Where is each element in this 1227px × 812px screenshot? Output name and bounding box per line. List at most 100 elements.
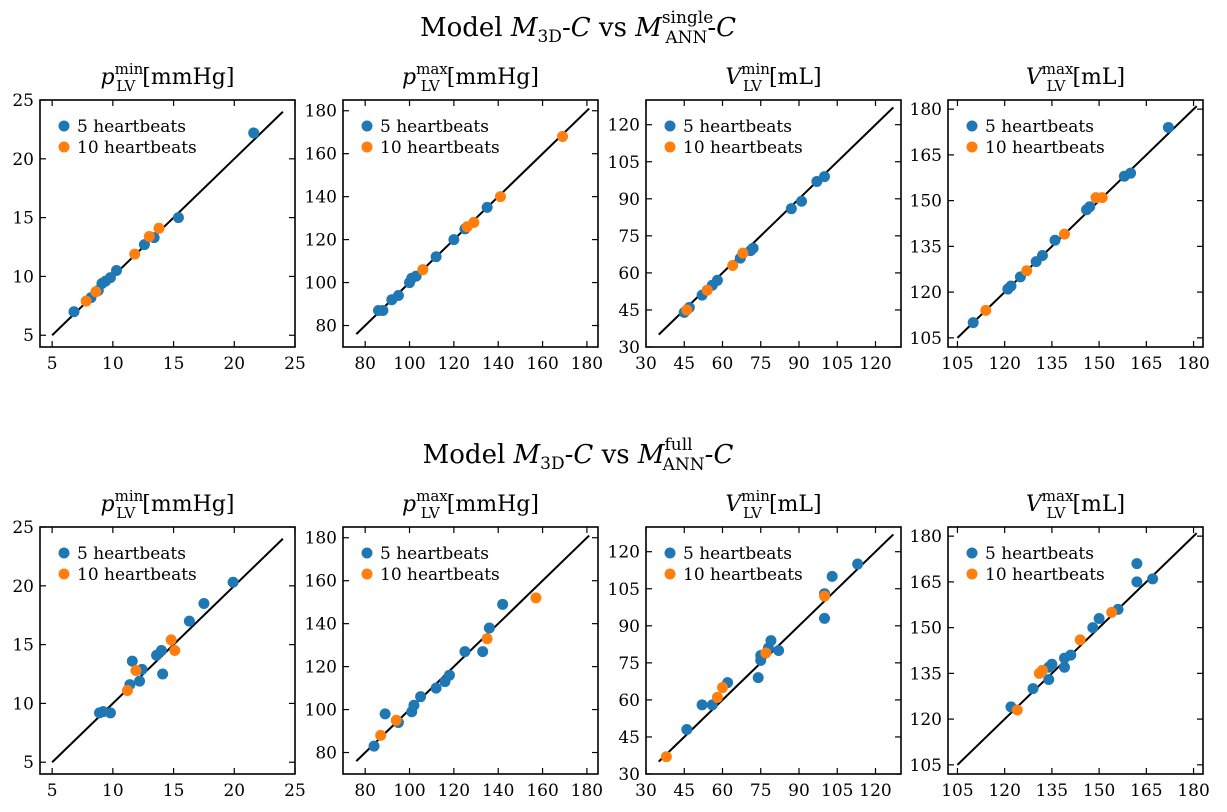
x-tick-label: 20 <box>223 781 245 801</box>
legend-label: 5 heartbeats <box>683 117 792 137</box>
x-tick-label: 90 <box>788 354 810 374</box>
point-10hb <box>681 304 693 316</box>
point-5hb <box>696 699 708 711</box>
panel-title: pmin LV [mmHg] <box>101 60 235 95</box>
x-tick-label: 180 <box>1177 354 1209 374</box>
point-10hb <box>165 634 177 646</box>
point-10hb <box>711 691 723 703</box>
point-5hb <box>430 682 442 694</box>
axes-frame <box>39 99 296 348</box>
point-5hb <box>408 699 420 711</box>
point-5hb <box>1046 658 1058 670</box>
point-10hb <box>717 682 728 694</box>
point-10hb <box>169 645 181 656</box>
point-5hb <box>377 304 389 316</box>
y-tick-label: 180 <box>910 100 942 120</box>
x-tick-label: 30 <box>635 781 657 801</box>
point-5hb <box>448 234 460 246</box>
point-10hb <box>80 295 92 307</box>
legend-label: 10 heartbeats <box>380 138 500 158</box>
legend-label: 5 heartbeats <box>77 117 186 137</box>
point-10hb <box>1011 704 1023 716</box>
identity-line <box>956 105 1198 339</box>
panel-title: pmax LV [mmHg] <box>402 487 539 522</box>
point-5hb <box>1131 558 1143 570</box>
x-tick-label: 25 <box>284 354 306 374</box>
identity-line <box>51 538 284 763</box>
point-5hb <box>1087 622 1099 634</box>
point-5hb <box>111 265 122 277</box>
x-tick-label: 20 <box>223 354 245 374</box>
legend-marker <box>361 141 373 153</box>
identity-line <box>956 532 1198 766</box>
point-5hb <box>227 576 239 588</box>
scatter-panel-1-3: Vmax LV [mL] 105 105 120 120 135 135 150 150 165 16… <box>910 487 1210 801</box>
x-tick-label: 150 <box>1083 354 1115 374</box>
y-tick-label: 180 <box>305 102 337 122</box>
legend-label: 10 heartbeats <box>683 138 803 158</box>
point-5hb <box>852 558 864 570</box>
y-tick-label: 45 <box>618 728 640 748</box>
point-5hb <box>785 203 797 215</box>
legend-marker <box>58 547 70 559</box>
point-5hb <box>68 306 80 318</box>
point-5hb <box>1058 661 1070 673</box>
scatter-panel-1-0: pmin LV [mmHg] 55 10 10 15 15 20 20 25 25 5 heartbe… <box>12 487 305 801</box>
x-tick-label: 120 <box>438 354 470 374</box>
legend-label: 5 heartbeats <box>985 544 1094 564</box>
legend-marker <box>664 120 676 132</box>
y-tick-label: 75 <box>618 654 640 674</box>
y-tick-label: 150 <box>910 192 942 212</box>
y-tick-label: 120 <box>608 543 640 563</box>
panel-title: pmin LV [mmHg] <box>101 487 235 522</box>
point-10hb <box>760 647 772 659</box>
y-tick-label: 10 <box>12 694 34 714</box>
y-tick-label: 160 <box>305 145 337 165</box>
point-10hb <box>130 664 142 676</box>
y-tick-label: 120 <box>910 283 942 303</box>
legend-marker <box>966 547 978 559</box>
point-10hb <box>530 592 542 604</box>
point-10hb <box>129 248 141 260</box>
panel-title: Vmin LV [mL] <box>725 60 821 95</box>
row-title-top: Model M3D-C vs Msingle ANN-C <box>420 8 736 48</box>
point-5hb <box>248 127 260 139</box>
point-5hb <box>819 171 830 183</box>
point-10hb <box>1036 664 1048 676</box>
point-5hb <box>1049 234 1061 246</box>
y-tick-label: 80 <box>315 317 337 337</box>
legend-marker <box>664 568 676 580</box>
y-tick-label: 75 <box>618 227 640 247</box>
y-tick-label: 135 <box>910 237 942 257</box>
x-tick-label: 60 <box>712 354 734 374</box>
point-10hb <box>481 633 493 645</box>
scatter-panel-0-1: pmax LV [mmHg] 80 80 100 100 120 120 140 140 160 16… <box>305 60 604 374</box>
point-5hb <box>1125 167 1137 179</box>
y-tick-label: 105 <box>608 580 640 600</box>
point-10hb <box>390 714 402 726</box>
legend-marker <box>664 547 676 559</box>
y-tick-label: 20 <box>12 150 34 170</box>
point-5hb <box>368 740 380 752</box>
point-5hb <box>155 645 167 656</box>
point-5hb <box>172 212 184 224</box>
y-tick-label: 165 <box>910 573 942 593</box>
panel-title: Vmax LV [mL] <box>1026 60 1125 95</box>
axes-frame <box>947 526 1204 775</box>
point-5hb <box>1162 121 1174 133</box>
point-5hb <box>157 668 169 680</box>
point-5hb <box>752 672 764 684</box>
point-5hb <box>138 239 150 251</box>
point-5hb <box>483 622 495 634</box>
y-tick-label: 25 <box>12 518 34 538</box>
legend-label: 5 heartbeats <box>77 544 186 564</box>
y-tick-label: 150 <box>910 619 942 639</box>
panel-title: Vmax LV [mL] <box>1026 487 1125 522</box>
legend-label: 5 heartbeats <box>380 117 489 137</box>
x-tick-label: 10 <box>102 781 124 801</box>
row-title-bottom: Model M3D-C vs Mfull ANN-C <box>423 435 734 475</box>
legend-marker <box>58 120 70 132</box>
x-tick-label: 160 <box>526 354 558 374</box>
